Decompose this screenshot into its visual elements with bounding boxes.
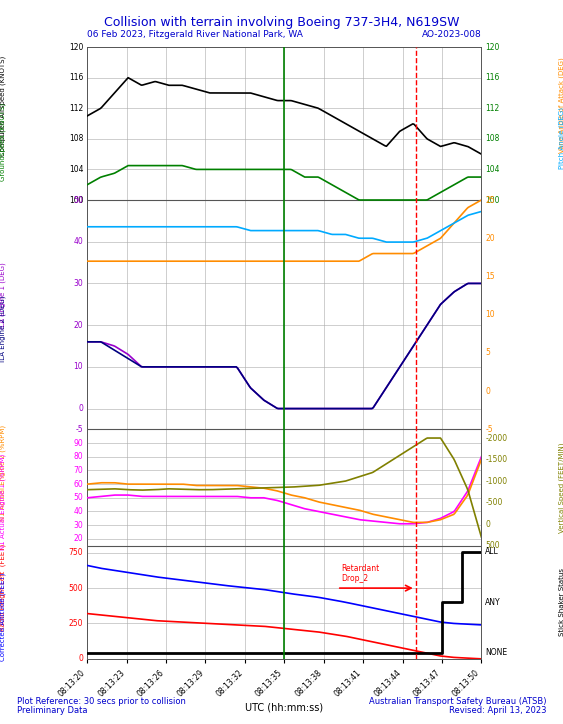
Text: 60: 60 <box>74 479 83 489</box>
Text: Computed Airspeed (KNOTS): Computed Airspeed (KNOTS) <box>0 55 6 156</box>
Text: Stick Shaker Status: Stick Shaker Status <box>559 568 563 636</box>
Text: Vertical Speed (FEET/MIN): Vertical Speed (FEET/MIN) <box>558 442 563 533</box>
Text: TLA Engine 1 (DEG): TLA Engine 1 (DEG) <box>0 262 6 331</box>
Text: 100: 100 <box>485 195 500 204</box>
Text: 120: 120 <box>485 43 500 51</box>
Text: NONE: NONE <box>485 648 507 657</box>
Text: 120: 120 <box>69 43 83 51</box>
Text: 25: 25 <box>485 195 495 204</box>
Text: 500: 500 <box>69 584 83 593</box>
Text: 116: 116 <box>69 73 83 82</box>
Text: 20: 20 <box>74 534 83 543</box>
Text: -5: -5 <box>75 425 83 434</box>
Text: 0: 0 <box>78 654 83 663</box>
Text: 0: 0 <box>485 520 490 529</box>
Text: 90: 90 <box>74 439 83 447</box>
Text: Groundspeed (KNOTS): Groundspeed (KNOTS) <box>0 103 6 181</box>
Text: 50: 50 <box>74 195 83 204</box>
Text: 500: 500 <box>485 541 500 550</box>
Text: -5: -5 <box>485 425 493 434</box>
Text: 108: 108 <box>485 135 500 143</box>
Text: -500: -500 <box>485 498 503 507</box>
Text: TLA Engine 2 (DEG): TLA Engine 2 (DEG) <box>0 295 6 363</box>
Text: 5: 5 <box>485 348 490 358</box>
Text: ANY: ANY <box>485 598 501 607</box>
Text: 06 Feb 2023, Fitzgerald River National Park, WA: 06 Feb 2023, Fitzgerald River National P… <box>87 30 303 39</box>
Text: 10: 10 <box>74 362 83 371</box>
Text: 30: 30 <box>74 521 83 530</box>
Text: Vane Angle of Attack (DEG): Vane Angle of Attack (DEG) <box>558 57 563 153</box>
Text: 250: 250 <box>69 619 83 628</box>
Text: 15: 15 <box>485 272 495 281</box>
Text: 40: 40 <box>74 507 83 516</box>
Text: Revised: April 13, 2023: Revised: April 13, 2023 <box>449 706 546 715</box>
Text: Radio Height Left  (FEET): Radio Height Left (FEET) <box>0 544 6 631</box>
Text: 0: 0 <box>78 404 83 413</box>
Text: 100: 100 <box>69 195 83 204</box>
Text: 104: 104 <box>69 165 83 174</box>
Text: 80: 80 <box>74 452 83 461</box>
Text: Australian Transport Safety Bureau (ATSB): Australian Transport Safety Bureau (ATSB… <box>369 697 546 706</box>
Text: Collision with terrain involving Boeing 737-3H4, N619SW: Collision with terrain involving Boeing … <box>104 16 459 29</box>
Text: Preliminary Data: Preliminary Data <box>17 706 87 715</box>
Text: 116: 116 <box>485 73 500 82</box>
Text: N1 Actual Engine 1 (%RPM): N1 Actual Engine 1 (%RPM) <box>0 454 6 550</box>
Text: AO-2023-008: AO-2023-008 <box>422 30 481 39</box>
Text: -1500: -1500 <box>485 455 507 464</box>
Text: 50: 50 <box>74 493 83 502</box>
Text: 750: 750 <box>69 548 83 557</box>
Text: 0: 0 <box>485 387 490 396</box>
Text: 40: 40 <box>74 237 83 246</box>
Text: 30: 30 <box>74 279 83 288</box>
X-axis label: UTC (hh:mm:ss): UTC (hh:mm:ss) <box>245 702 323 712</box>
Text: 10: 10 <box>485 310 495 319</box>
Text: ALL: ALL <box>485 547 499 556</box>
Text: N1 Actual Engine 2 (%RPM): N1 Actual Engine 2 (%RPM) <box>0 425 6 521</box>
Text: Corrected Altitude (FEET): Corrected Altitude (FEET) <box>0 573 6 661</box>
Text: Plot Reference: 30 secs prior to collision: Plot Reference: 30 secs prior to collisi… <box>17 697 186 706</box>
Text: 108: 108 <box>69 135 83 143</box>
Text: 112: 112 <box>69 104 83 113</box>
Text: -2000: -2000 <box>485 434 507 442</box>
Text: 20: 20 <box>74 321 83 329</box>
Text: 112: 112 <box>485 104 499 113</box>
Text: Retardant
Drop_2: Retardant Drop_2 <box>341 564 379 584</box>
Text: 104: 104 <box>485 165 500 174</box>
Text: 20: 20 <box>485 234 495 243</box>
Text: 70: 70 <box>74 466 83 475</box>
Text: -1000: -1000 <box>485 476 507 486</box>
Text: Pitch Angle (DEG): Pitch Angle (DEG) <box>558 107 563 169</box>
